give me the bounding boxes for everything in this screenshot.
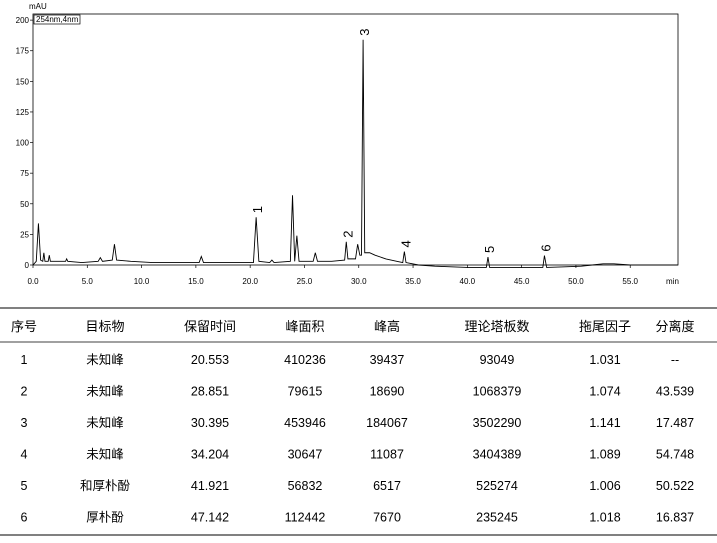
table-cell: 93049 [480,353,515,367]
table-cell: 6517 [373,479,401,493]
table-cell: 30647 [288,448,323,462]
table-cell: 453946 [284,416,326,430]
table-cell: 未知峰 [86,416,124,430]
peak-label: 2 [340,231,355,238]
table-header-cell: 峰面积 [285,319,324,334]
y-tick-label: 25 [20,230,29,239]
table-cell: 28.851 [191,385,229,399]
peak-label: 5 [482,246,497,253]
x-tick-label: 0.0 [27,277,39,286]
trace [32,39,678,268]
plot-frame [32,13,679,266]
peak-label: 4 [398,240,413,247]
table-cell: 3404389 [473,448,522,462]
table-cell: 17.487 [656,416,694,430]
table-cell: 1.006 [589,479,620,493]
table-cell: 5 [21,479,28,493]
annotation-box [33,14,81,25]
y-tick-label: 125 [16,108,30,117]
table-cell: 1.018 [589,511,620,525]
table-cell: 50.522 [656,479,694,493]
y-tick-label: 75 [20,169,29,178]
x-tick-label: 15.0 [188,277,204,286]
table-cell: 235245 [476,511,518,525]
x-tick-label: 55.0 [622,277,638,286]
table-cell: 30.395 [191,416,229,430]
table-cell: 未知峰 [86,448,124,462]
table-cell: 112442 [285,511,326,525]
table-cell: 6 [21,511,28,525]
x-tick-label: 40.0 [460,277,476,286]
y-tick-label: 100 [16,139,30,148]
table-cell: 410236 [284,353,326,367]
table-cell: 41.921 [191,479,229,493]
table-cell: 1 [21,353,28,367]
x-tick-label: 25.0 [297,277,313,286]
table-cell: 1.089 [589,448,620,462]
table-cell: 未知峰 [86,385,124,399]
y-tick-label: 0 [25,261,30,270]
table-cell: 56832 [288,479,323,493]
table-cell: 47.142 [191,511,229,525]
table-cell: 3502290 [473,416,522,430]
table-cell: 54.748 [656,448,694,462]
table-cell: 11087 [370,448,404,462]
peak-label: 6 [538,244,553,251]
table-cell: 未知峰 [86,353,124,367]
x-axis-label: min [666,277,679,286]
x-tick-label: 35.0 [405,277,421,286]
table-header-cell: 目标物 [85,319,124,334]
table-cell: 2 [21,385,28,399]
table-cell: -- [671,353,679,367]
table-cell: 7670 [373,511,401,525]
y-tick-label: 175 [16,47,30,56]
x-tick-label: 50.0 [568,277,584,286]
y-tick-label: 200 [16,16,30,25]
table-cell: 34.204 [191,448,229,462]
table-cell: 4 [21,448,28,462]
table-header-cell: 峰高 [374,319,400,334]
table-cell: 184067 [366,416,408,430]
y-tick-label: 50 [20,200,29,209]
x-tick-label: 45.0 [514,277,530,286]
table-cell: 20.553 [191,353,229,367]
x-tick-label: 10.0 [134,277,150,286]
table-cell: 1.031 [589,353,620,367]
table-cell: 和厚朴酚 [80,478,131,493]
annotation: 254nm,4nm [36,15,79,24]
table-cell: 18690 [370,385,405,399]
table-header-cell: 序号 [11,319,37,334]
x-tick-label: 5.0 [82,277,94,286]
table-header-cell: 分离度 [655,319,694,334]
x-tick-label: 20.0 [242,277,258,286]
table-cell: 16.837 [656,511,694,525]
table-cell: 79615 [288,385,323,399]
table-header-cell: 拖尾因子 [579,319,631,334]
peak-label: 1 [250,206,265,213]
table-cell: 1068379 [473,385,522,399]
table-header-cell: 理论塔板数 [464,319,529,334]
table-cell: 1.141 [589,416,620,430]
table-cell: 525274 [476,479,518,493]
table-cell: 43.539 [656,385,694,399]
y-tick-label: 150 [16,77,30,86]
x-tick-label: 30.0 [351,277,367,286]
table-cell: 3 [21,416,28,430]
table-cell: 39437 [370,353,405,367]
table-header-cell: 保留时间 [184,319,236,334]
table-cell: 1.074 [589,385,620,399]
y-axis-label: mAU [29,2,47,11]
peak-label: 3 [357,28,372,35]
table-cell: 厚朴酚 [86,510,124,525]
